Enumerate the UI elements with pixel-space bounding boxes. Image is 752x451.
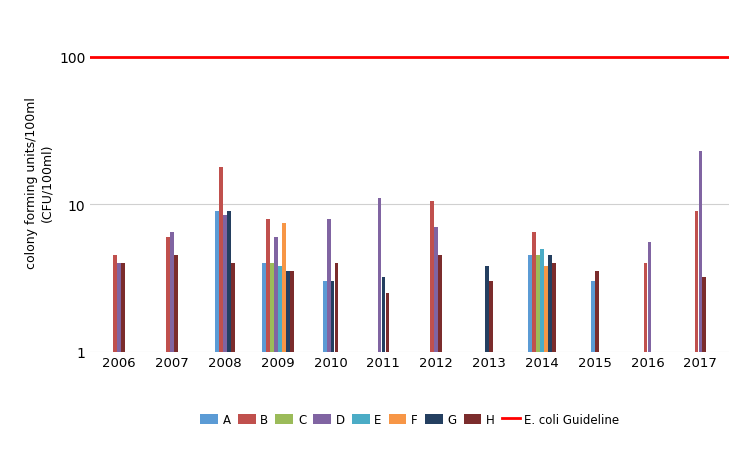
Bar [117,263,121,352]
Bar [278,267,282,352]
Bar [552,263,556,352]
Bar [331,281,335,352]
Bar [536,256,540,352]
Bar [274,237,277,352]
Bar [219,167,223,352]
Bar [227,212,231,352]
Bar [438,256,442,352]
Bar [170,232,174,352]
Bar [528,256,532,352]
Bar [702,277,706,352]
Bar [647,243,651,352]
Y-axis label: colony forming units/100ml
(CFU/100ml): colony forming units/100ml (CFU/100ml) [26,97,53,268]
Bar [532,232,536,352]
Bar [485,267,489,352]
Bar [381,277,385,352]
Bar [174,256,178,352]
Bar [166,237,170,352]
Bar [595,272,599,352]
Bar [544,267,547,352]
Bar [121,263,125,352]
Bar [266,219,270,352]
Bar [435,228,438,352]
Bar [282,223,286,352]
Bar [215,212,219,352]
Bar [540,249,544,352]
Bar [548,256,552,352]
Bar [223,215,227,352]
Bar [699,152,702,352]
Bar [591,281,595,352]
Bar [386,293,390,352]
Bar [326,219,330,352]
Bar [286,272,290,352]
Bar [231,263,235,352]
Bar [644,263,647,352]
Bar [378,199,381,352]
Bar [430,202,434,352]
Legend: A, B, C, D, E, F, G, H, E. coli Guideline: A, B, C, D, E, F, G, H, E. coli Guidelin… [196,409,624,431]
Bar [270,263,274,352]
Bar [262,263,265,352]
Bar [490,281,493,352]
Bar [335,263,338,352]
Bar [323,281,326,352]
Bar [114,256,117,352]
Bar [695,212,699,352]
Bar [290,272,293,352]
